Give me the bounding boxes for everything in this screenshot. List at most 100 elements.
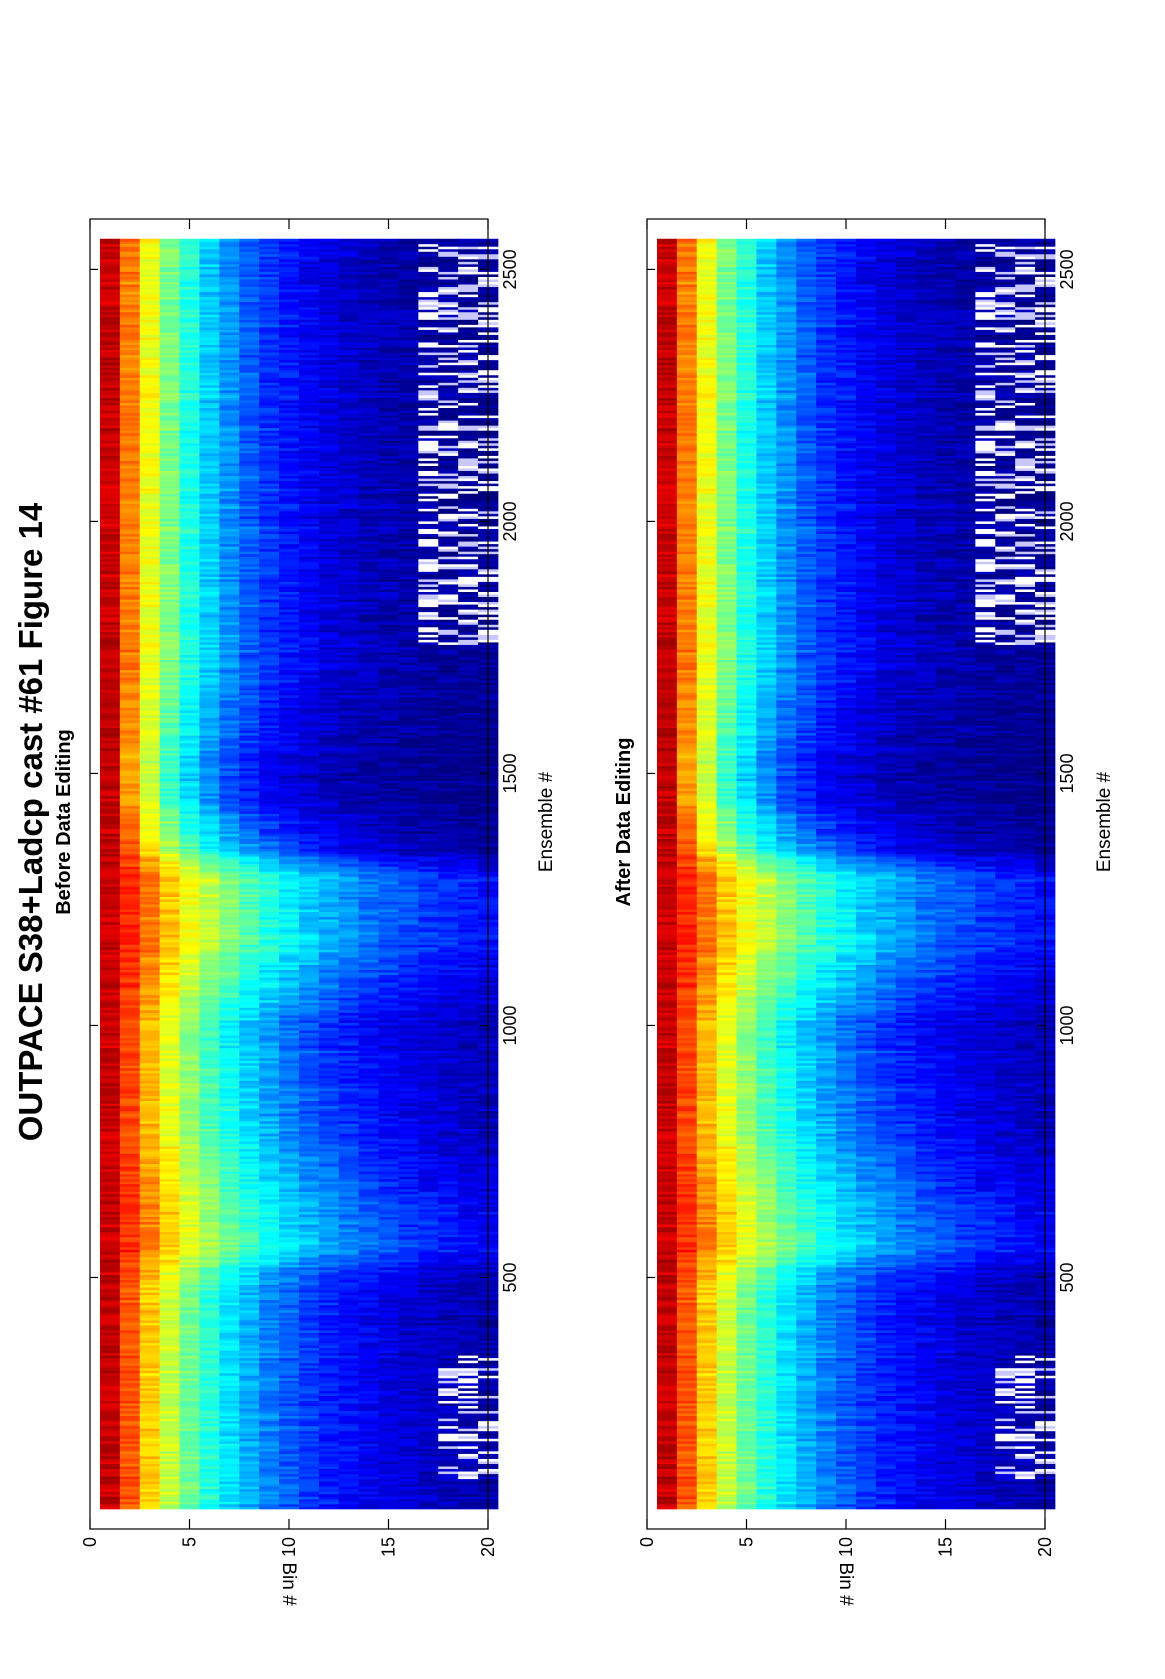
heatmap-cell	[139, 1206, 161, 1210]
heatmap-cell	[159, 1435, 180, 1439]
heatmap-cell	[179, 1128, 200, 1132]
heatmap-cell	[318, 987, 340, 991]
heatmap-cell	[99, 1360, 121, 1364]
heatmap-cell	[219, 974, 240, 978]
heatmap-cell	[199, 1456, 220, 1459]
heatmap-cell	[239, 1294, 260, 1298]
heatmap-cell	[259, 919, 280, 923]
heatmap-cell	[139, 974, 161, 978]
heatmap-cell	[458, 1413, 479, 1417]
heatmap-cell	[119, 1337, 141, 1341]
heatmap-cell	[358, 1156, 379, 1160]
heatmap-cell	[179, 1317, 200, 1321]
heatmap-cell	[159, 1173, 180, 1177]
heatmap-cell	[458, 1405, 479, 1409]
heatmap-cell	[279, 1143, 300, 1147]
heatmap-cell	[358, 1206, 379, 1210]
heatmap-cell	[119, 1070, 141, 1074]
heatmap-cell	[318, 1236, 340, 1240]
heatmap-cell	[298, 1166, 320, 1170]
heatmap-cell	[378, 896, 399, 900]
heatmap-cell	[378, 1292, 399, 1296]
heatmap-cell	[259, 1405, 280, 1409]
heatmap-cell	[398, 1317, 419, 1321]
heatmap-cell	[259, 1493, 280, 1497]
heatmap-cell	[378, 1264, 399, 1268]
heatmap-cell	[239, 969, 260, 973]
heatmap-cell	[219, 888, 240, 892]
heatmap-cell	[239, 1047, 260, 1051]
heatmap-cell	[139, 1156, 161, 1160]
heatmap-cell	[159, 1186, 180, 1190]
heatmap-cell	[99, 1153, 121, 1157]
heatmap-cell	[438, 883, 459, 887]
heatmap-cell	[199, 883, 220, 887]
heatmap-cell	[279, 906, 300, 910]
heatmap-cell	[199, 1083, 220, 1086]
heatmap-cell	[259, 1088, 280, 1091]
heatmap-cell	[398, 911, 419, 915]
heatmap-cell	[259, 1163, 280, 1167]
heatmap-cell	[298, 1022, 320, 1026]
heatmap-cell	[259, 1037, 280, 1041]
heatmap-cell	[418, 974, 439, 978]
heatmap-cell	[159, 1297, 180, 1301]
heatmap-cell	[438, 1473, 459, 1477]
heatmap-cell	[179, 1067, 200, 1071]
heatmap-cell	[279, 1216, 300, 1220]
heatmap-cell	[199, 1055, 220, 1059]
heatmap-cell	[179, 921, 200, 925]
heatmap-cell	[119, 997, 141, 1001]
heatmap-cell	[139, 989, 161, 993]
heatmap-cell	[219, 1067, 240, 1071]
heatmap-cell	[458, 1299, 479, 1303]
heatmap-cell	[458, 1115, 479, 1119]
heatmap-cell	[219, 1163, 240, 1167]
heatmap-cell	[159, 1289, 180, 1293]
heatmap-cell	[239, 1014, 260, 1018]
heatmap-cell	[159, 1415, 180, 1419]
heatmap-cell	[99, 1440, 121, 1444]
heatmap-cell	[438, 1279, 459, 1283]
heatmap-cell	[179, 1183, 200, 1187]
heatmap-cell	[259, 1259, 280, 1263]
heatmap-cell	[279, 1461, 300, 1464]
heatmap-cell	[159, 1448, 180, 1452]
heatmap-cell	[159, 1035, 180, 1039]
heatmap-cell	[438, 1088, 459, 1091]
heatmap-cell	[99, 1065, 121, 1069]
heatmap-cell	[418, 1347, 439, 1351]
heatmap-cell	[438, 1400, 459, 1404]
heatmap-cell	[279, 919, 300, 923]
heatmap-cell	[358, 957, 379, 960]
heatmap-cell	[139, 1342, 161, 1346]
heatmap-cell	[219, 1420, 240, 1424]
heatmap-cell	[139, 1176, 161, 1180]
heatmap-cell	[358, 1241, 379, 1245]
heatmap-cell	[458, 1312, 479, 1316]
heatmap-cell	[378, 886, 399, 890]
heatmap-cell	[378, 1088, 399, 1091]
heatmap-cell	[438, 944, 459, 948]
heatmap-cell	[99, 1496, 121, 1500]
heatmap-cell	[418, 1007, 439, 1011]
heatmap-cell	[179, 1171, 200, 1175]
heatmap-cell	[99, 939, 121, 943]
heatmap-cell	[318, 1065, 340, 1069]
heatmap-cell	[279, 1032, 300, 1036]
heatmap-cell	[119, 1209, 141, 1212]
heatmap-cell	[179, 997, 200, 1001]
heatmap-cell	[358, 1272, 379, 1275]
heatmap-cell	[279, 1395, 300, 1399]
heatmap-cell	[338, 1274, 360, 1278]
heatmap-cell	[398, 1312, 419, 1316]
heatmap-cell	[99, 1367, 121, 1371]
heatmap-cell	[358, 1183, 379, 1187]
heatmap-cell	[338, 1110, 360, 1114]
heatmap-cell	[338, 984, 360, 988]
heatmap-cell	[139, 1355, 161, 1359]
heatmap-cell	[398, 1299, 419, 1303]
heatmap-cell	[259, 1062, 280, 1066]
heatmap-cell	[179, 1166, 200, 1170]
heatmap-cell	[119, 1287, 141, 1291]
